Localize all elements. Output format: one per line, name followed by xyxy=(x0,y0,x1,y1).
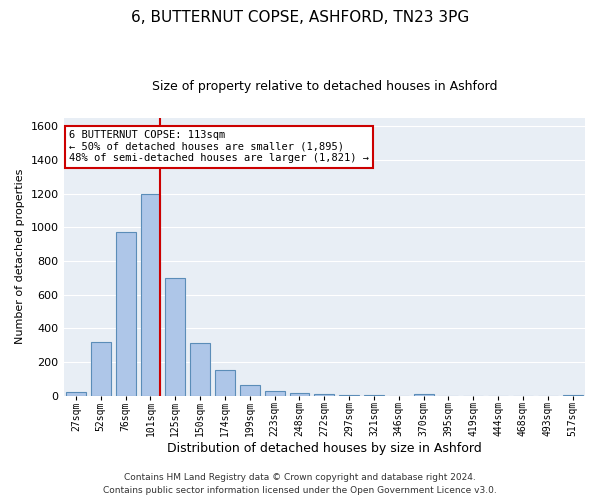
Title: Size of property relative to detached houses in Ashford: Size of property relative to detached ho… xyxy=(152,80,497,93)
Text: 6 BUTTERNUT COPSE: 113sqm
← 50% of detached houses are smaller (1,895)
48% of se: 6 BUTTERNUT COPSE: 113sqm ← 50% of detac… xyxy=(69,130,369,164)
Bar xyxy=(166,278,185,396)
Bar xyxy=(190,344,210,396)
Text: 6, BUTTERNUT COPSE, ASHFORD, TN23 3PG: 6, BUTTERNUT COPSE, ASHFORD, TN23 3PG xyxy=(131,10,469,25)
Bar xyxy=(413,394,434,396)
Bar xyxy=(140,194,160,396)
Bar xyxy=(364,395,384,396)
Bar xyxy=(66,392,86,396)
Y-axis label: Number of detached properties: Number of detached properties xyxy=(15,169,25,344)
Bar xyxy=(290,393,310,396)
Bar xyxy=(265,392,284,396)
X-axis label: Distribution of detached houses by size in Ashford: Distribution of detached houses by size … xyxy=(167,442,482,455)
Bar xyxy=(215,370,235,396)
Bar xyxy=(339,395,359,396)
Bar xyxy=(314,394,334,396)
Bar xyxy=(91,342,111,396)
Bar xyxy=(563,395,583,396)
Bar xyxy=(116,232,136,396)
Bar xyxy=(240,384,260,396)
Text: Contains HM Land Registry data © Crown copyright and database right 2024.
Contai: Contains HM Land Registry data © Crown c… xyxy=(103,474,497,495)
